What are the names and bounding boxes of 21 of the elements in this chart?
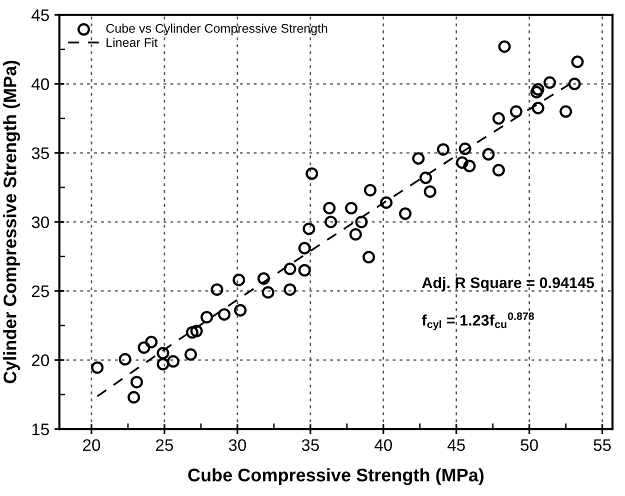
x-tick-label: 50 — [520, 439, 538, 452]
x-tick-label: 25 — [156, 439, 174, 452]
y-tick-label: 30 — [32, 216, 50, 228]
x-axis-title: Cube Compressive Strength (MPa) — [188, 468, 484, 486]
x-tick-label: 45 — [447, 439, 465, 452]
y-tick-label: 40 — [32, 78, 50, 90]
y-tick-label: 25 — [32, 285, 49, 298]
legend-label: Linear Fit — [106, 38, 158, 47]
y-tick-label: 45 — [32, 9, 49, 22]
x-tick-label: 20 — [83, 439, 100, 452]
annotation: Adj. R Square = 0.94145 — [422, 276, 594, 292]
y-tick-label: 20 — [32, 354, 50, 366]
y-tick-label: 35 — [32, 147, 49, 160]
legend-label: Cube vs Cylinder Compressive Strength — [106, 24, 328, 36]
x-tick-label: 35 — [302, 439, 319, 452]
y-tick-label: 15 — [32, 424, 49, 436]
y-axis-title: Cylinder Compressive Strength (MPa) — [3, 60, 20, 384]
x-tick-label: 40 — [374, 439, 392, 452]
annotation: f$_{cyl}$ = 1.23f$_{cu}$$^{0.878}$ — [422, 312, 534, 330]
x-tick-label: 55 — [594, 439, 611, 452]
x-tick-label: 30 — [228, 439, 246, 452]
